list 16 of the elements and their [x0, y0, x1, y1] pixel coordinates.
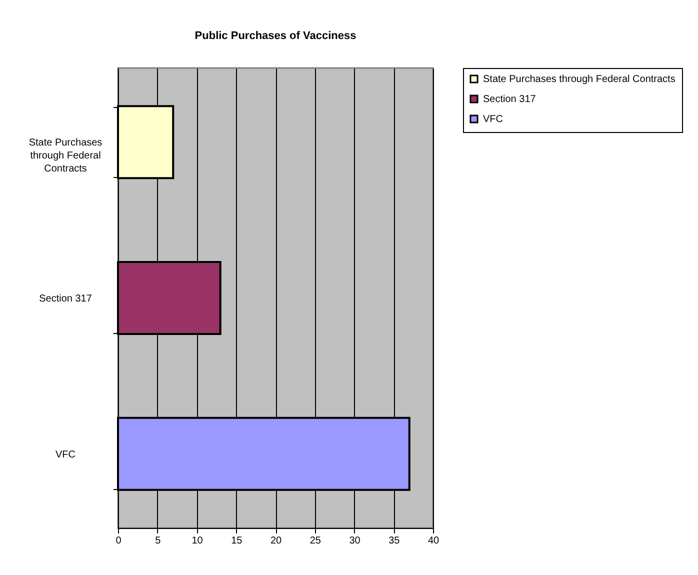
- legend-label: State Purchases through Federal Contracts: [483, 74, 676, 85]
- y-tick-label: VFC: [56, 449, 76, 460]
- x-tick-label: 15: [231, 536, 243, 546]
- y-tick-label: State Purchases through Federal Contracts: [28, 138, 102, 175]
- x-tick-label: 25: [310, 536, 322, 546]
- y-tick-label: Section 317: [39, 294, 92, 304]
- x-tick-label: 30: [349, 536, 361, 546]
- legend-label: Section 317: [483, 94, 536, 105]
- x-tick-label: 0: [116, 536, 122, 546]
- legend-label: VFC: [483, 114, 503, 125]
- x-tick-label: 10: [192, 536, 204, 546]
- chart-title: Public Purchases of Vacciness: [194, 30, 356, 42]
- x-tick-label: 35: [388, 536, 400, 546]
- x-tick-label: 20: [270, 536, 282, 546]
- x-tick-label: 5: [155, 536, 162, 546]
- x-tick-label: 40: [428, 536, 440, 546]
